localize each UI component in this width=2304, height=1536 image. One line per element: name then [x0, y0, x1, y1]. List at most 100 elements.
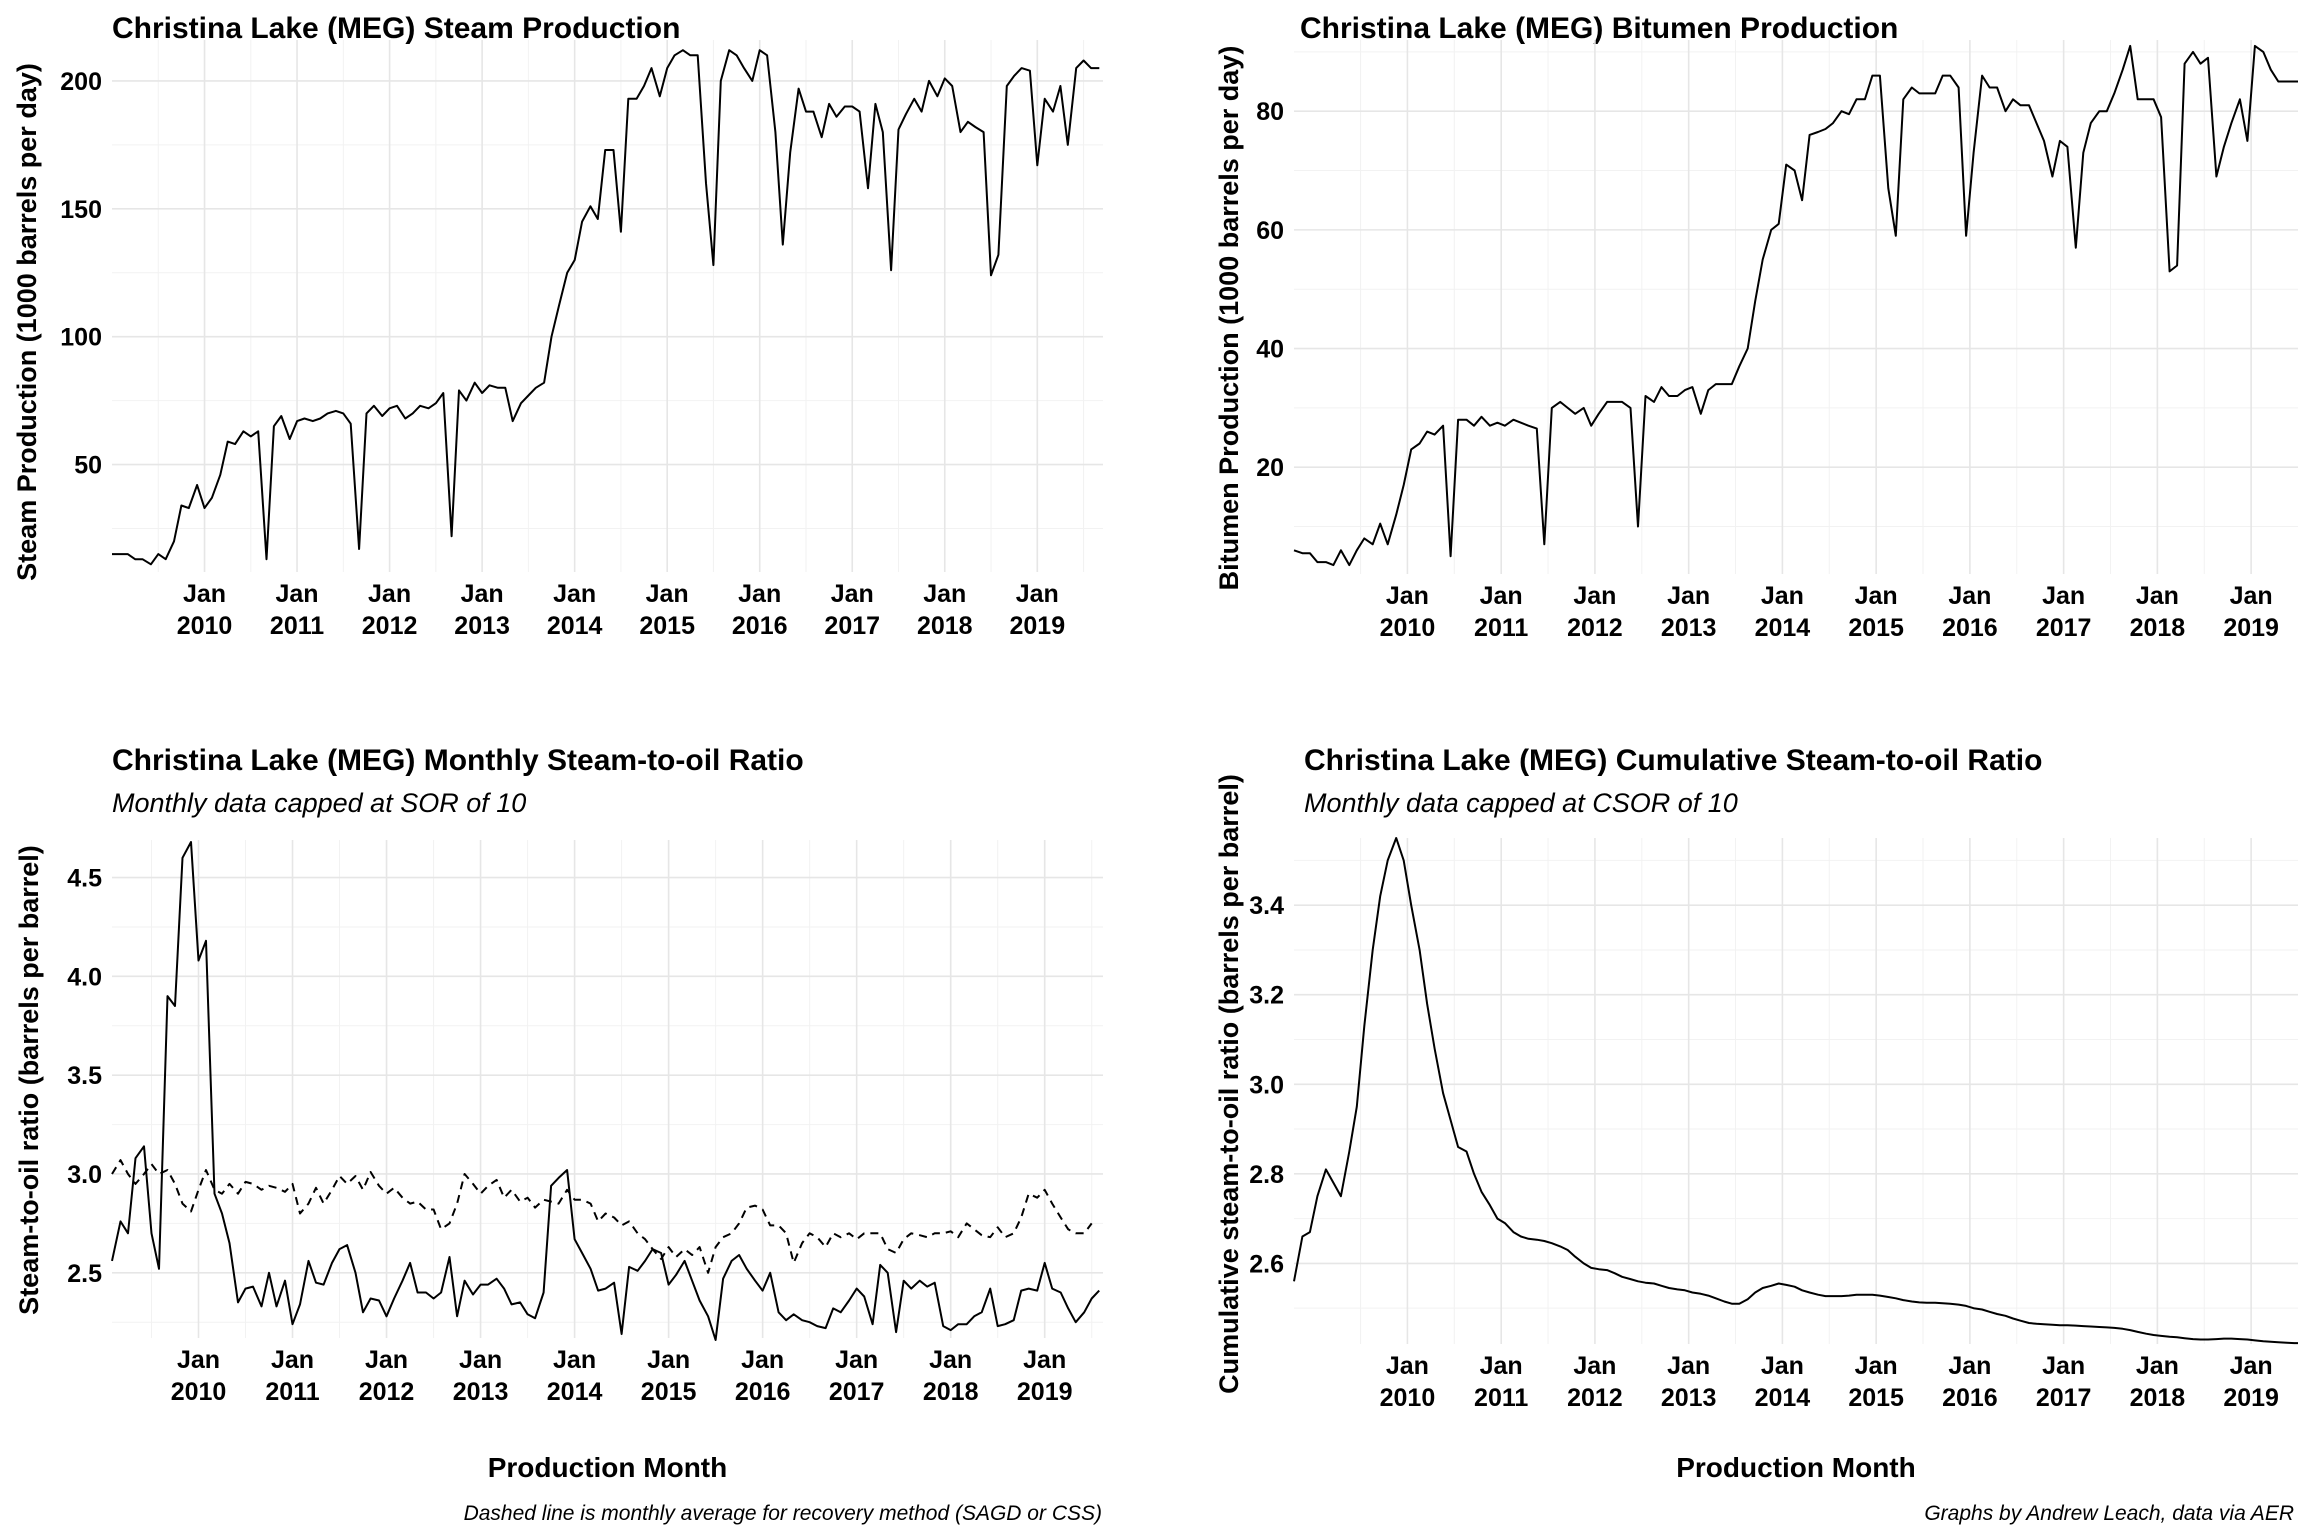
chart-title-bitumen: Christina Lake (MEG) Bitumen Production: [1300, 12, 1899, 45]
x-tick-label-month: Jan: [276, 580, 319, 608]
series-line: [112, 49, 1100, 566]
x-axis-label-csor: Production Month: [1676, 1452, 1916, 1483]
x-tick-label-year: 2016: [732, 612, 788, 640]
series-line: [1293, 837, 2298, 1345]
x-tick-label-year: 2014: [547, 1378, 603, 1406]
chart-title-csor: Christina Lake (MEG) Cumulative Steam-to…: [1304, 744, 2043, 777]
chart-subtitle-csor: Monthly data capped at CSOR of 10: [1304, 788, 1738, 818]
x-tick-label-year: 2015: [1848, 614, 1904, 642]
x-tick-label-year: 2018: [917, 612, 973, 640]
x-tick-label-month: Jan: [929, 1346, 972, 1374]
x-tick-label-month: Jan: [1573, 1352, 1616, 1380]
x-tick-label-month: Jan: [1855, 1352, 1898, 1380]
x-tick-label-year: 2010: [177, 612, 233, 640]
y-tick-label: 200: [60, 68, 102, 96]
x-tick-label-month: Jan: [1016, 580, 1059, 608]
x-tick-label-month: Jan: [2042, 582, 2085, 610]
x-tick-label-year: 2011: [1474, 1384, 1528, 1412]
x-tick-label-month: Jan: [646, 580, 689, 608]
x-tick-label-year: 2018: [923, 1378, 979, 1406]
x-tick-label-month: Jan: [2136, 1352, 2179, 1380]
x-tick-label-month: Jan: [1948, 582, 1991, 610]
x-tick-label-year: 2014: [547, 612, 603, 640]
x-tick-label-year: 2013: [1661, 614, 1717, 642]
x-tick-label-year: 2010: [171, 1378, 227, 1406]
x-tick-label-year: 2016: [735, 1378, 791, 1406]
y-tick-label: 2.8: [1249, 1161, 1284, 1189]
x-tick-label-year: 2016: [1942, 1384, 1998, 1412]
x-tick-label-month: Jan: [741, 1346, 784, 1374]
x-tick-label-year: 2011: [265, 1378, 319, 1406]
x-tick-label-month: Jan: [835, 1346, 878, 1374]
x-tick-label-month: Jan: [177, 1346, 220, 1374]
y-tick-label: 3.4: [1249, 892, 1284, 920]
x-tick-label-year: 2012: [359, 1378, 415, 1406]
x-tick-label-month: Jan: [365, 1346, 408, 1374]
x-tick-label-year: 2011: [1474, 614, 1528, 642]
plot-bitumen: Jan 2010 Jan 2011 Jan 2012 Jan 2013 Jan 2014 Jan 20…: [1256, 40, 2298, 642]
x-tick-label-month: Jan: [647, 1346, 690, 1374]
x-tick-label-year: 2015: [639, 612, 695, 640]
x-tick-label-year: 2017: [2036, 614, 2092, 642]
x-tick-label-year: 2014: [1755, 614, 1811, 642]
x-tick-label-month: Jan: [183, 580, 226, 608]
y-tick-label: 2.5: [67, 1260, 102, 1288]
x-tick-label-month: Jan: [1948, 1352, 1991, 1380]
series-line: [1293, 44, 2298, 567]
x-tick-label-month: Jan: [2230, 1352, 2273, 1380]
x-tick-label-month: Jan: [1761, 1352, 1804, 1380]
x-tick-label-month: Jan: [1667, 1352, 1710, 1380]
x-tick-label-year: 2014: [1755, 1384, 1811, 1412]
x-tick-label-year: 2019: [2223, 1384, 2279, 1412]
x-tick-label-year: 2013: [1661, 1384, 1717, 1412]
y-tick-label: 4.5: [67, 865, 102, 893]
x-tick-label-month: Jan: [553, 580, 596, 608]
x-tick-label-month: Jan: [459, 1346, 502, 1374]
y-tick-label: 3.0: [67, 1161, 102, 1189]
y-tick-label: 3.0: [1249, 1071, 1284, 1099]
x-tick-label-month: Jan: [2136, 582, 2179, 610]
plot-steam: Jan 2010 Jan 2011 Jan 2012 Jan 2013 Jan 2014 Jan 20…: [60, 40, 1103, 640]
plot-sor: Jan 2010 Jan 2011 Jan 2012 Jan 2013 Jan 2014 Jan 20…: [67, 840, 1103, 1406]
x-tick-label-month: Jan: [461, 580, 504, 608]
panel-cumulative-sor: Christina Lake (MEG) Cumulative Steam-to…: [1152, 740, 2304, 1536]
x-tick-label-year: 2010: [1380, 614, 1436, 642]
x-tick-label-month: Jan: [271, 1346, 314, 1374]
x-tick-label-month: Jan: [2230, 582, 2273, 610]
y-tick-label: 50: [74, 452, 102, 480]
y-tick-label: 3.2: [1249, 982, 1284, 1010]
chart-title-steam: Christina Lake (MEG) Steam Production: [112, 12, 681, 45]
x-axis-label-sor: Production Month: [487, 1452, 728, 1483]
x-tick-label-year: 2012: [1567, 614, 1623, 642]
y-tick-label: 40: [1256, 336, 1284, 364]
series-line: [111, 841, 1100, 1341]
x-tick-label-month: Jan: [923, 580, 966, 608]
x-tick-label-month: Jan: [1855, 582, 1898, 610]
x-tick-label-month: Jan: [1386, 582, 1429, 610]
x-tick-label-month: Jan: [553, 1346, 596, 1374]
x-tick-label-year: 2015: [641, 1378, 697, 1406]
x-tick-label-month: Jan: [1480, 1352, 1523, 1380]
caption-sor: Dashed line is monthly average for recov…: [463, 1502, 1102, 1525]
y-tick-label: 4.0: [67, 963, 102, 991]
y-tick-label: 2.6: [1249, 1250, 1284, 1278]
x-tick-label-month: Jan: [2042, 1352, 2085, 1380]
y-tick-label: 150: [60, 196, 102, 224]
caption-csor: Graphs by Andrew Leach, data via AER: [1924, 1502, 2294, 1525]
x-tick-label-month: Jan: [831, 580, 874, 608]
panel-bitumen-production: Christina Lake (MEG) Bitumen Production …: [1152, 0, 2304, 700]
x-tick-label-year: 2016: [1942, 614, 1998, 642]
x-tick-label-year: 2012: [362, 612, 418, 640]
x-tick-label-year: 2017: [824, 612, 880, 640]
y-tick-label: 100: [60, 324, 102, 352]
x-tick-label-year: 2012: [1567, 1384, 1623, 1412]
panel-monthly-sor: Christina Lake (MEG) Monthly Steam-to-oi…: [0, 740, 1152, 1536]
panel-steam-production: Christina Lake (MEG) Steam Production St…: [0, 0, 1152, 700]
x-tick-label-month: Jan: [1386, 1352, 1429, 1380]
x-tick-label-year: 2018: [2130, 614, 2186, 642]
x-tick-label-year: 2011: [270, 612, 324, 640]
series-line-dashed: [111, 1159, 1093, 1274]
grid: [1294, 40, 2298, 574]
plot-csor: Jan 2010 Jan 2011 Jan 2012 Jan 2013 Jan 2014 Jan 20…: [1249, 837, 2298, 1412]
x-tick-label-year: 2013: [454, 612, 510, 640]
